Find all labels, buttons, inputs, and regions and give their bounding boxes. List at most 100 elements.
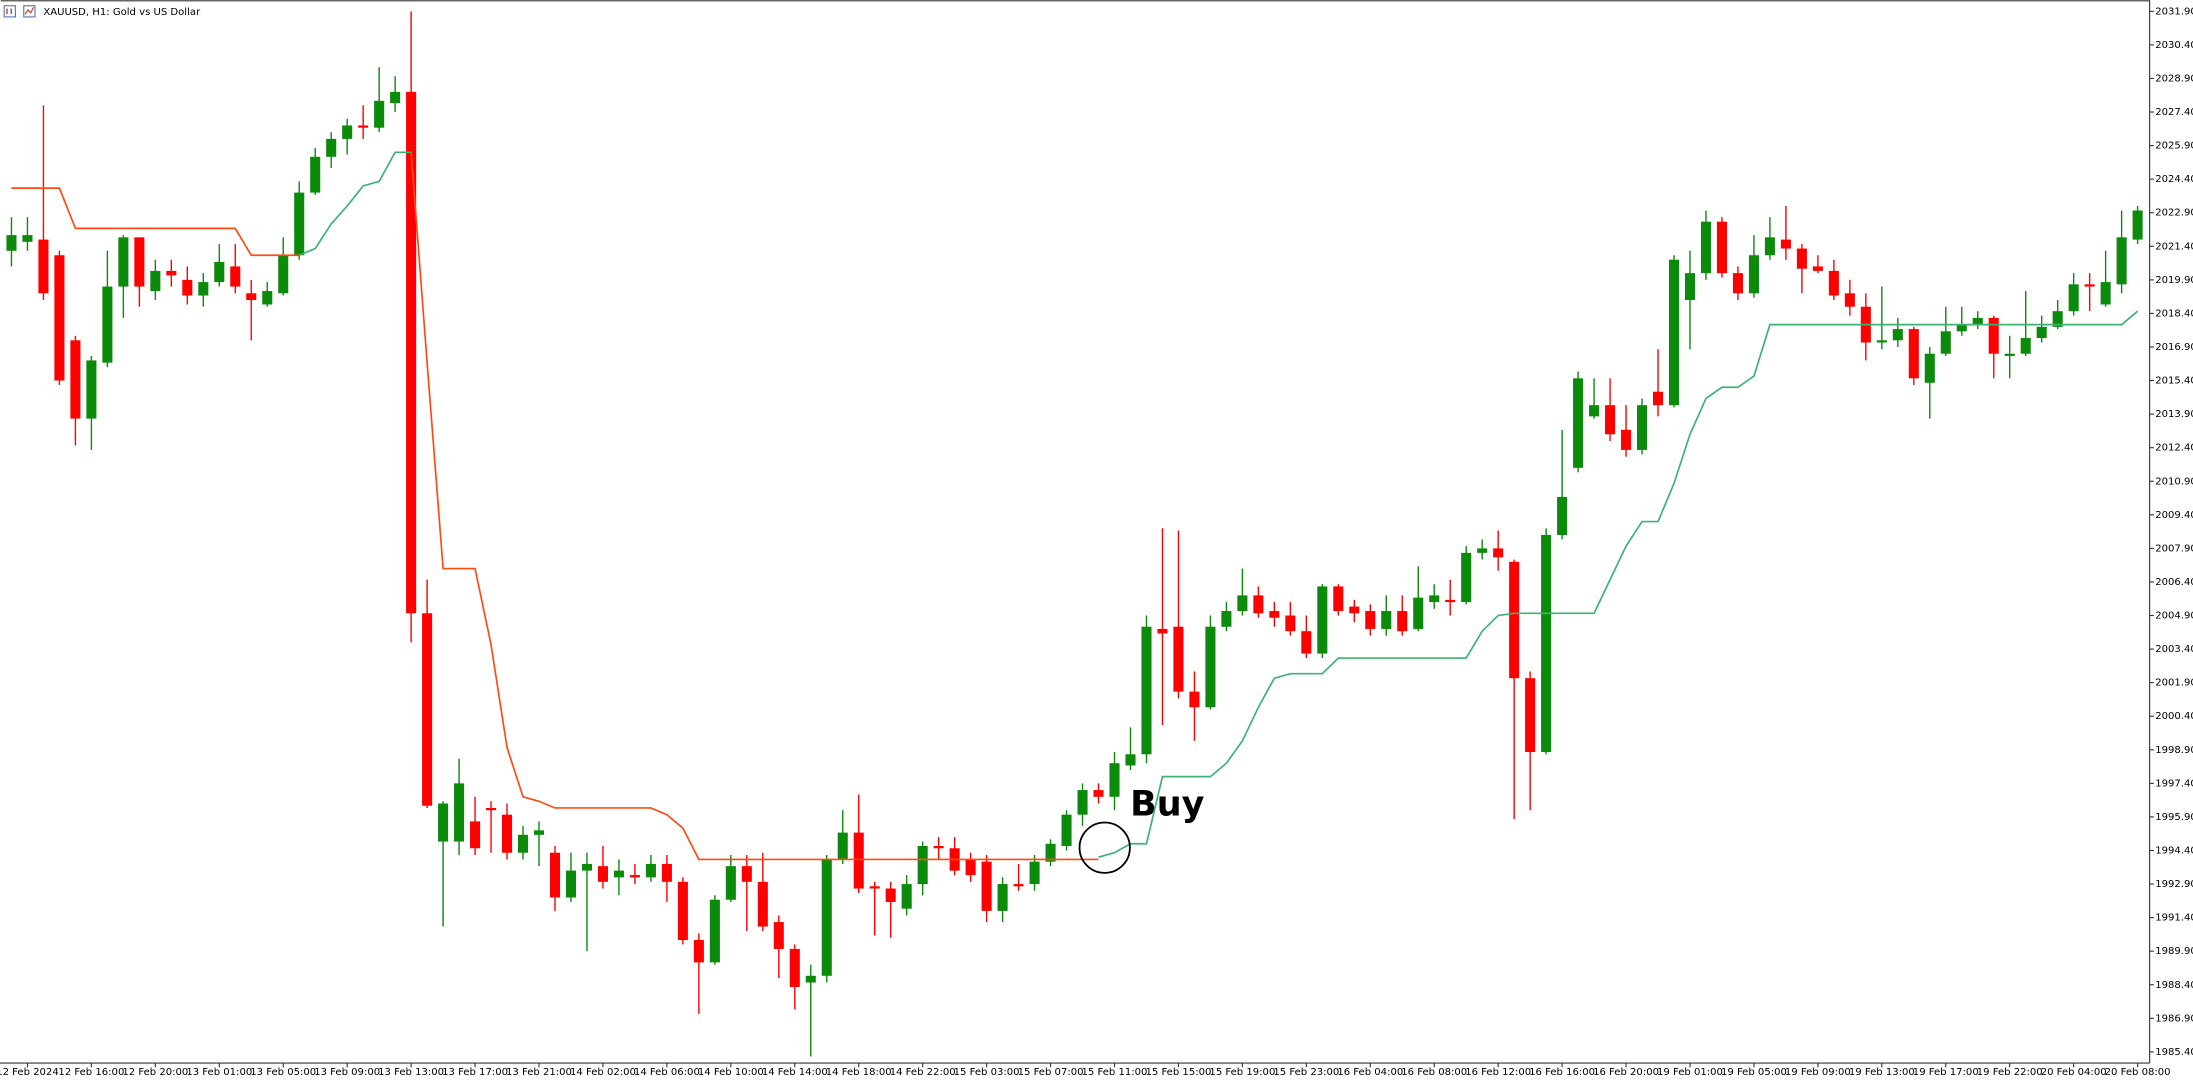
y-tick-label: 2009.40 — [2155, 510, 2193, 521]
y-tick-label: 1991.40 — [2155, 913, 2193, 924]
candle-body — [1892, 329, 1903, 341]
candle-body — [1253, 595, 1264, 614]
candle-body — [2084, 284, 2095, 287]
candle-body — [1844, 293, 1855, 307]
candle-body — [1029, 861, 1040, 885]
candle-body — [2116, 237, 2127, 285]
x-tick-label: 12 Feb 2024 — [0, 1067, 59, 1078]
y-tick-label: 2019.90 — [2155, 275, 2193, 286]
x-tick-label: 12 Feb 20:00 — [122, 1067, 188, 1078]
candle-body — [677, 881, 688, 940]
x-tick-label: 12 Feb 16:00 — [58, 1067, 124, 1078]
candle-body — [102, 286, 113, 363]
candle-body — [1525, 678, 1536, 753]
candle-body — [1397, 611, 1408, 632]
candle-body — [565, 870, 577, 898]
candle-body — [661, 863, 672, 882]
candle-body — [262, 291, 273, 305]
y-tick-label: 2003.40 — [2155, 644, 2193, 655]
x-tick-label: 19 Feb 09:00 — [1785, 1067, 1851, 1078]
candle-body — [901, 884, 912, 909]
y-tick-label: 2007.90 — [2155, 543, 2193, 554]
y-tick-label: 2015.40 — [2155, 376, 2193, 387]
candle-body — [214, 261, 225, 283]
candle-body — [454, 783, 465, 842]
candle-body — [1077, 790, 1088, 815]
candle-body — [533, 830, 545, 835]
candle-body — [1205, 626, 1216, 708]
candle-body — [2004, 353, 2015, 356]
candle-body — [1317, 586, 1328, 654]
candle-body — [885, 888, 896, 902]
candle-body — [1285, 615, 1296, 632]
candle-body — [1908, 329, 1919, 379]
candle-body — [965, 859, 976, 876]
candle-body — [70, 340, 81, 419]
x-tick-label: 19 Feb 17:00 — [1913, 1067, 1979, 1078]
x-tick-label: 16 Feb 08:00 — [1401, 1067, 1467, 1078]
candle-body — [486, 807, 497, 811]
y-tick-label: 2018.40 — [2155, 308, 2193, 319]
candle-body — [1445, 599, 1456, 603]
candle-body — [1349, 606, 1360, 614]
candle-body — [1876, 340, 1887, 343]
candle-body — [981, 861, 992, 911]
candle-body — [422, 613, 433, 806]
icon — [24, 6, 35, 15]
x-tick-label: 19 Feb 01:00 — [1657, 1067, 1723, 1078]
candle-body — [406, 91, 417, 614]
candle-body — [1045, 843, 1056, 862]
y-tick-label: 1989.90 — [2155, 946, 2193, 957]
candle-body — [1093, 790, 1104, 797]
y-tick-label: 1992.90 — [2155, 879, 2193, 890]
candle-body — [358, 125, 369, 128]
candle-body — [1988, 317, 1999, 354]
candle-body — [2036, 326, 2047, 339]
candle-body — [150, 270, 161, 292]
icon — [3, 5, 16, 18]
candle-body — [246, 293, 257, 301]
annotation: Buy — [1130, 785, 1205, 825]
x-tick-label: 13 Feb 05:00 — [250, 1067, 316, 1078]
y-tick-label: 1986.90 — [2155, 1013, 2193, 1024]
candle-body — [198, 282, 209, 296]
candle-body — [1061, 814, 1072, 847]
candle-body — [645, 863, 656, 878]
y-tick-label: 2000.40 — [2155, 711, 2193, 722]
x-tick-label: 20 Feb 04:00 — [2041, 1067, 2107, 1078]
candle-body — [1652, 391, 1664, 406]
y-tick-label: 2027.40 — [2155, 107, 2193, 118]
x-tick-label: 15 Feb 23:00 — [1273, 1067, 1339, 1078]
y-tick-label: 2006.40 — [2155, 577, 2193, 588]
candle-body — [1589, 405, 1600, 417]
candle-body — [54, 255, 65, 381]
candle-body — [1189, 691, 1200, 708]
x-tick-label: 14 Feb 14:00 — [762, 1067, 828, 1078]
candle-body — [773, 922, 784, 949]
y-tick-label: 1988.40 — [2155, 980, 2193, 991]
y-tick-label: 2001.90 — [2155, 678, 2193, 689]
candle-body — [1557, 496, 1568, 535]
y-tick-label: 1985.40 — [2155, 1047, 2193, 1058]
candle-body — [1828, 270, 1839, 296]
x-tick-label: 13 Feb 21:00 — [506, 1067, 572, 1078]
candle-body — [1013, 884, 1024, 887]
y-tick-label: 2024.40 — [2155, 174, 2193, 185]
candle-body — [326, 138, 337, 157]
x-tick-label: 19 Feb 13:00 — [1849, 1067, 1915, 1078]
y-tick-label: 2021.40 — [2155, 241, 2193, 252]
candle-body — [757, 881, 768, 927]
y-tick-label: 2022.90 — [2155, 208, 2193, 219]
candle-body — [182, 279, 193, 296]
candle-body — [134, 237, 145, 287]
candle-body — [2052, 311, 2063, 327]
candle-body — [1109, 763, 1120, 797]
candle-body — [581, 863, 592, 871]
candle-body — [629, 875, 640, 878]
x-tick-label: 15 Feb 19:00 — [1209, 1067, 1275, 1078]
header-icons — [3, 5, 36, 18]
x-tick-label: 15 Feb 03:00 — [954, 1067, 1020, 1078]
candle-body — [821, 859, 832, 976]
